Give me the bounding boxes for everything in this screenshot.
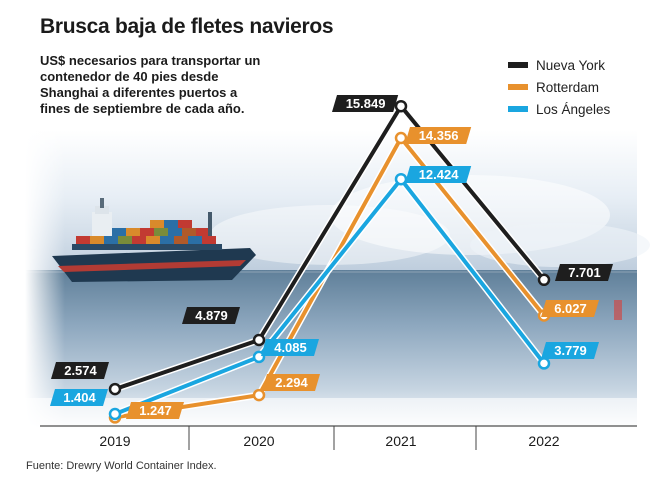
- data-label: 4.879: [182, 307, 240, 324]
- data-label-box: [405, 166, 472, 183]
- x-tick-label: 2022: [528, 433, 559, 449]
- data-label: 2.294: [262, 374, 320, 391]
- x-tick-label: 2020: [243, 433, 274, 449]
- legend-item-rotterdam: Rotterdam: [508, 76, 610, 98]
- data-label: 3.779: [541, 342, 599, 359]
- data-point: [394, 99, 408, 113]
- data-label-text: 1.404: [63, 390, 96, 405]
- data-label-text: 4.085: [274, 340, 307, 355]
- data-label-text: 6.027: [554, 301, 587, 316]
- data-label-text: 7.701: [568, 265, 601, 280]
- data-label-box: [50, 389, 108, 406]
- data-label-text: 1.247: [139, 403, 172, 418]
- data-label-box: [51, 362, 109, 379]
- chart-title: Brusca baja de fletes navieros: [40, 15, 334, 38]
- legend-swatch: [508, 62, 528, 68]
- data-point: [394, 131, 408, 145]
- data-label: 12.424: [405, 166, 472, 183]
- data-label-box: [541, 300, 599, 317]
- data-point: [252, 333, 266, 347]
- distant-buoy: [614, 300, 622, 320]
- legend-label: Los Ángeles: [536, 101, 611, 117]
- legend-label: Rotterdam: [536, 79, 600, 95]
- x-tick-label: 2021: [385, 433, 416, 449]
- data-label: 7.701: [555, 264, 613, 281]
- data-label-text: 14.356: [419, 128, 459, 143]
- data-point: [394, 172, 408, 186]
- legend-swatch: [508, 106, 528, 112]
- x-tick-labels: 2019 2020 2021 2022: [99, 433, 559, 449]
- data-label: 6.027: [541, 300, 599, 317]
- data-label-text: 15.849: [346, 96, 386, 111]
- data-label-box: [262, 374, 320, 391]
- data-points: [108, 99, 551, 424]
- container-ship-illustration: [52, 198, 256, 282]
- data-point: [108, 407, 122, 421]
- data-label-text: 2.574: [64, 363, 97, 378]
- data-point: [537, 273, 551, 287]
- data-label-text: 3.779: [554, 343, 587, 358]
- data-label-box: [555, 264, 613, 281]
- data-label-box: [126, 402, 184, 419]
- data-label-box: [261, 339, 319, 356]
- data-point: [252, 388, 266, 402]
- legend-item-los-angeles: Los Ángeles: [508, 98, 610, 120]
- data-label-text: 12.424: [419, 167, 460, 182]
- data-label: 15.849: [332, 95, 399, 112]
- series-lines: [113, 102, 547, 421]
- legend: Nueva York Rotterdam Los Ángeles: [508, 54, 610, 120]
- source-note: Fuente: Drewry World Container Index.: [26, 460, 217, 472]
- data-label: 1.247: [126, 402, 184, 419]
- data-label: 14.356: [405, 127, 472, 144]
- data-label-box: [182, 307, 240, 324]
- data-label-box: [332, 95, 399, 112]
- data-label-box: [541, 342, 599, 359]
- legend-label: Nueva York: [536, 57, 606, 73]
- data-point: [108, 382, 122, 396]
- legend-item-nueva-york: Nueva York: [508, 54, 610, 76]
- chart-subtitle: US$ necesarios para transportar un conte…: [40, 53, 261, 116]
- data-label: 1.404: [50, 389, 108, 406]
- legend-swatch: [508, 84, 528, 90]
- data-label: 4.085: [261, 339, 319, 356]
- data-label-box: [405, 127, 472, 144]
- series-line: [114, 177, 546, 416]
- data-labels: 2.574 4.879 15.849 7.701 1.247 2.294 14.356 6.0…: [50, 95, 613, 419]
- data-label: 2.574: [51, 362, 109, 379]
- data-label-text: 2.294: [275, 375, 308, 390]
- series-line: [114, 104, 546, 391]
- data-point: [537, 357, 551, 370]
- x-axis: [40, 425, 637, 450]
- data-label-text: 4.879: [195, 308, 228, 323]
- x-tick-label: 2019: [99, 433, 130, 449]
